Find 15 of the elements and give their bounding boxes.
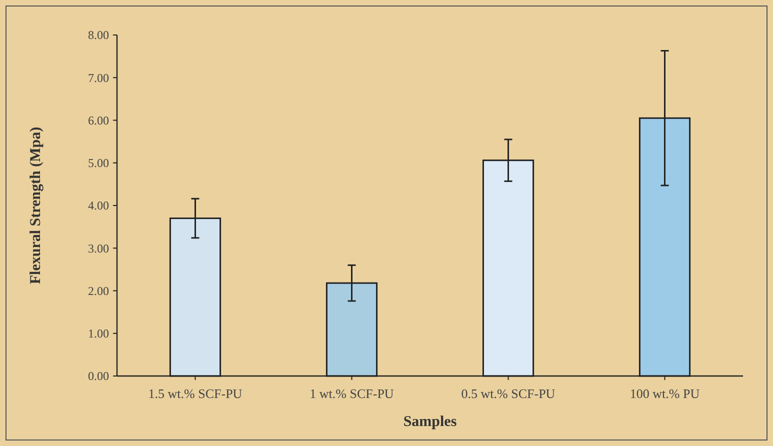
y-tick-label: 4.00 xyxy=(88,198,109,213)
y-tick-label: 6.00 xyxy=(88,113,109,128)
y-tick-label: 3.00 xyxy=(88,241,109,256)
y-tick-label: 0.00 xyxy=(88,369,109,384)
y-tick-label: 7.00 xyxy=(88,70,109,85)
y-tick-label: 5.00 xyxy=(88,156,109,170)
x-axis-title: Samples xyxy=(403,414,457,430)
y-tick-label: 8.00 xyxy=(88,28,109,42)
x-tick-label: 1 wt.% SCF-PU xyxy=(310,386,394,401)
x-tick-label: 100 wt.% PU xyxy=(630,386,700,401)
x-tick-label: 1.5 wt.% SCF-PU xyxy=(148,386,243,401)
x-tick-label: 0.5 wt.% SCF-PU xyxy=(461,386,556,401)
y-tick-label: 2.00 xyxy=(88,284,109,298)
y-tick-label: 1.00 xyxy=(88,326,109,341)
y-axis-title: Flexural Strength (Mpa) xyxy=(28,126,44,284)
